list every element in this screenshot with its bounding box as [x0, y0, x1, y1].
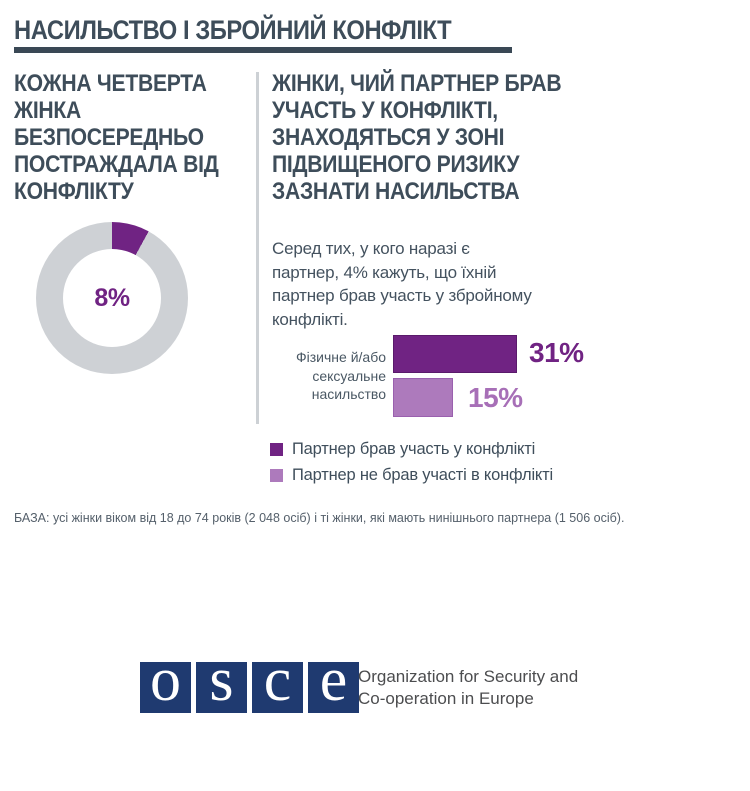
legend-item-partner-in-conflict: Партнер брав участь у конфлікті	[270, 440, 553, 459]
base-footnote: БАЗА: усі жінки віком від 18 до 74 років…	[14, 511, 625, 525]
page-title: НАСИЛЬСТВО І ЗБРОЙНИЙ КОНФЛІКТ	[14, 13, 511, 47]
osce-logo-letter-s: s	[196, 649, 247, 713]
bar-partner-in-conflict	[393, 335, 517, 373]
legend-item-partner-not-in-conflict: Партнер не брав участі в конфлікті	[270, 466, 553, 485]
bar-value-partner-not-in-conflict: 15%	[468, 381, 523, 413]
legend-swatch-dark-purple	[270, 443, 283, 456]
donut-hole: 8%	[63, 249, 161, 347]
bar-partner-not-in-conflict	[393, 378, 453, 417]
title-underline	[14, 47, 512, 53]
legend-swatch-light-purple	[270, 469, 283, 482]
legend-label: Партнер брав участь у конфлікті	[292, 440, 536, 458]
legend-label: Партнер не брав участі в конфлікті	[292, 466, 553, 484]
right-panel-heading: ЖІНКИ, ЧИЙ ПАРТНЕР БРАВ УЧАСТЬ У КОНФЛІК…	[272, 70, 562, 205]
page-title-text: НАСИЛЬСТВО І ЗБРОЙНИЙ КОНФЛІКТ	[14, 15, 452, 45]
left-panel-heading: КОЖНА ЧЕТВЕРТА ЖІНКА БЕЗПОСЕРЕДНЬО ПОСТР…	[14, 70, 219, 205]
osce-org-name: Organization for Security and Co-operati…	[358, 667, 579, 708]
bar-value-partner-in-conflict: 31%	[529, 337, 584, 368]
bar-chart-legend: Партнер брав участь у конфлікті Партнер …	[270, 440, 553, 492]
donut-center-label: 8%	[94, 283, 130, 312]
donut-chart: 8%	[36, 222, 188, 374]
column-divider	[256, 72, 259, 424]
osce-logo-letter-c: c	[252, 649, 303, 713]
intro-paragraph: Серед тих, у кого наразі є партнер, 4% к…	[272, 239, 532, 329]
osce-logo-letter-o: o	[140, 649, 191, 713]
osce-logo: o s c e	[140, 649, 364, 713]
osce-logo-letter-e: e	[308, 649, 359, 713]
bar-category-label: Фізичне й/або сексуальне насильство	[296, 349, 386, 402]
